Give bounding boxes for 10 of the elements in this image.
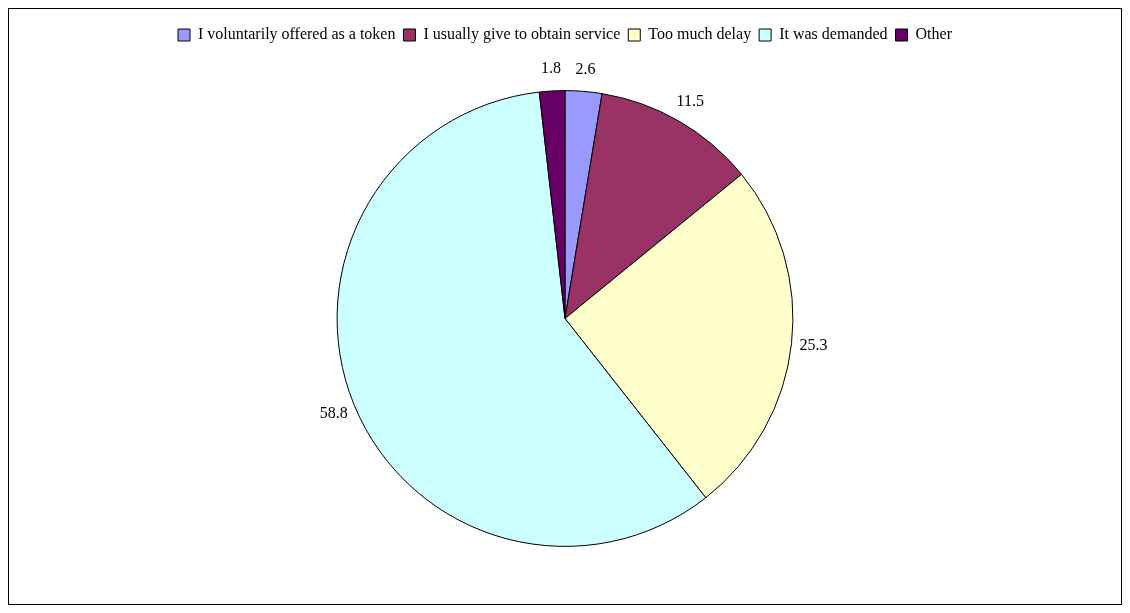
legend-label: It was demanded (779, 25, 888, 43)
data-label: 1.8 (540, 59, 561, 77)
legend-label: I voluntarily offered as a token (198, 25, 396, 44)
data-label: 2.6 (575, 59, 596, 77)
legend-label: Too much delay (648, 25, 752, 44)
legend-label: I usually give to obtain service (423, 25, 621, 44)
data-label: 25.3 (799, 336, 828, 354)
legend-label: Other (915, 25, 953, 43)
data-label: 58.8 (319, 403, 348, 421)
data-label: 11.5 (676, 92, 704, 110)
